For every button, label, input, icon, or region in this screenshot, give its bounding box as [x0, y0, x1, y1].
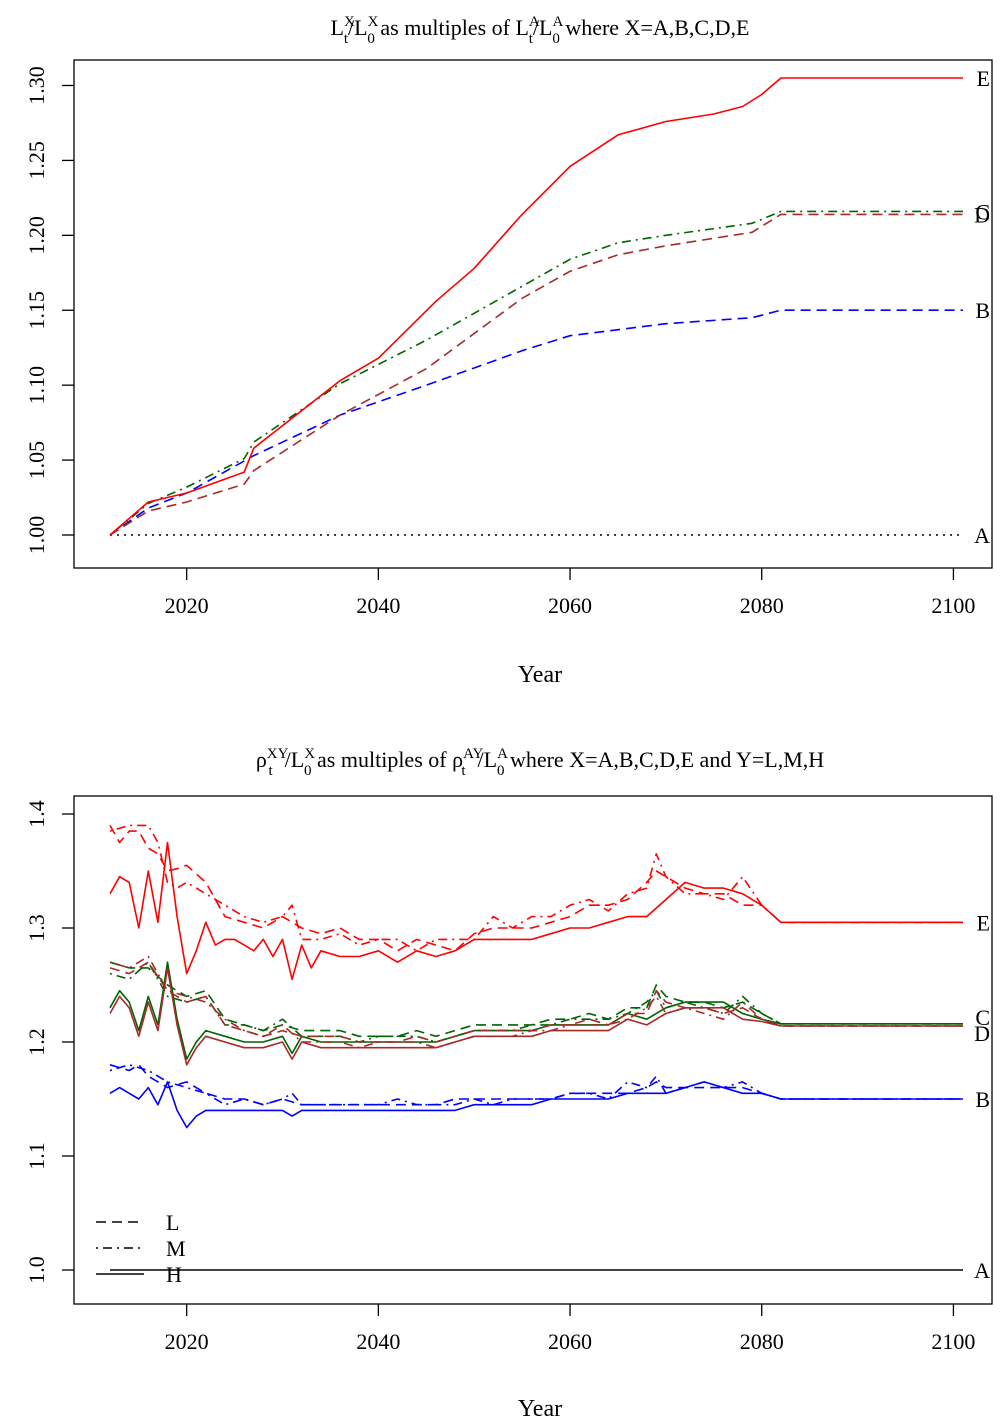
chart-1: LX t/LX 0 as multiples of LA t/LA 0 where X=… — [24, 14, 993, 688]
end-label-b: B — [975, 1087, 990, 1112]
x-tick-label: 2100 — [931, 1329, 975, 1354]
x-tick-label: 2100 — [931, 593, 975, 618]
series-line-b-l — [109, 1064, 963, 1106]
x-tick-label: 2080 — [740, 593, 784, 618]
y-tick-label: 1.15 — [24, 291, 49, 330]
series-line-c-l — [109, 961, 963, 1038]
y-tick-label: 1.25 — [24, 141, 49, 180]
series-line-c — [109, 210, 963, 536]
y-tick-label: 1.10 — [24, 366, 49, 405]
y-tick-label: 1.0 — [24, 1256, 49, 1284]
chart-2-end-labels: E CD B A — [974, 910, 990, 1283]
series-line-b — [109, 309, 963, 536]
series-line-e — [109, 77, 963, 536]
chart-1-end-labels: A B CD E — [974, 66, 990, 548]
series-line-d-m — [109, 955, 963, 1049]
end-label-c: C — [975, 199, 990, 224]
chart-1-title: LX t/LX 0 as multiples of LA t/LA 0 where X=… — [331, 14, 750, 47]
legend-label-m: M — [166, 1236, 186, 1261]
y-tick-label: 1.3 — [24, 914, 49, 942]
chart-2-plot-box — [73, 795, 993, 1305]
chart-1-y-axis: 1.00 1.05 1.10 1.15 1.20 1.25 1.30 — [24, 66, 74, 554]
end-label-b: B — [975, 298, 990, 323]
series-line-d — [109, 213, 963, 536]
chart-2-x-axis-title: Year — [518, 1396, 562, 1422]
chart-2-legend: LMH — [96, 1210, 186, 1287]
chart-2-x-axis: 2020 2040 2060 2080 2100 — [165, 1304, 975, 1354]
chart-1-x-axis: 2020 2040 2060 2080 2100 — [165, 568, 975, 618]
x-tick-label: 2060 — [548, 1329, 592, 1354]
series-line-e-l — [109, 825, 963, 952]
y-tick-label: 1.05 — [24, 441, 49, 480]
x-tick-label: 2020 — [165, 1329, 209, 1354]
end-label-a: A — [974, 523, 990, 548]
chart-1-x-axis-title: Year — [518, 662, 562, 688]
series-line-c-h — [109, 961, 963, 1060]
series-line-d-h — [109, 967, 963, 1066]
series-line-d-l — [109, 961, 963, 1043]
end-label-c: C — [975, 1005, 990, 1030]
x-tick-label: 2040 — [356, 593, 400, 618]
y-tick-label: 1.2 — [24, 1028, 49, 1056]
chart-2-series — [109, 824, 963, 1271]
y-tick-label: 1.1 — [24, 1142, 49, 1170]
x-tick-label: 2020 — [165, 593, 209, 618]
end-label-d: D — [974, 202, 990, 227]
chart-1-plot-box — [73, 59, 993, 569]
chart-2-y-axis: 1.0 1.1 1.2 1.3 1.4 — [24, 800, 74, 1284]
end-label-a: A — [974, 1258, 990, 1283]
end-label-e: E — [977, 910, 990, 935]
x-tick-label: 2040 — [356, 1329, 400, 1354]
series-line-b-h — [109, 1081, 963, 1129]
legend-label-l: L — [166, 1210, 179, 1235]
chart-2-title: ρXY t/LX 0 as multiples of ρAY t/LA 0 where … — [256, 746, 824, 779]
y-tick-label: 1.4 — [24, 800, 49, 828]
series-line-e-m — [109, 824, 963, 952]
chart-1-series — [109, 77, 963, 536]
y-tick-label: 1.30 — [24, 66, 49, 105]
x-tick-label: 2060 — [548, 593, 592, 618]
series-line-e-h — [109, 841, 963, 981]
legend-label-h: H — [166, 1262, 182, 1287]
y-tick-label: 1.00 — [24, 516, 49, 555]
y-tick-label: 1.20 — [24, 216, 49, 255]
chart-2: ρXY t/LX 0 as multiples of ρAY t/LA 0 where … — [24, 746, 993, 1422]
x-tick-label: 2080 — [740, 1329, 784, 1354]
end-label-e: E — [977, 66, 990, 91]
end-label-d: D — [974, 1021, 990, 1046]
